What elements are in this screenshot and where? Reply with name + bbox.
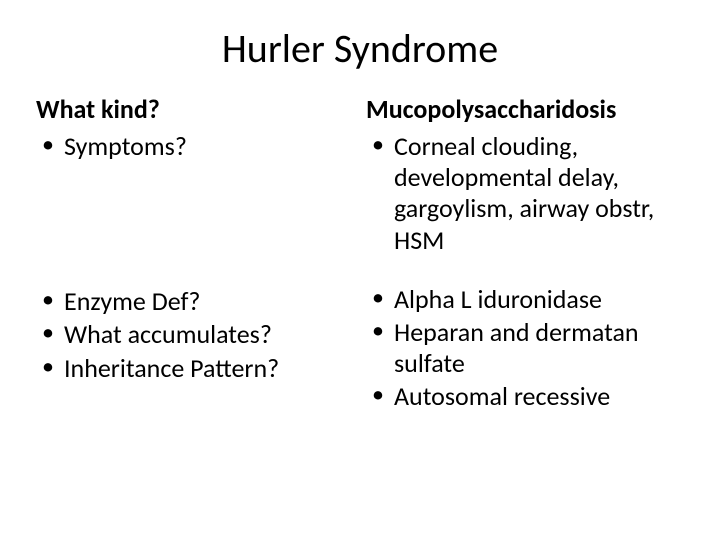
slide: Hurler Syndrome What kind? Symptoms? Enz… — [0, 0, 720, 540]
list-item: Enzyme Def? — [36, 286, 350, 317]
content-columns: What kind? Symptoms? Enzyme Def? What ac… — [0, 93, 720, 441]
left-column: What kind? Symptoms? Enzyme Def? What ac… — [36, 93, 360, 441]
list-item: Alpha L iduronidase — [366, 284, 684, 315]
list-item: Autosomal recessive — [366, 381, 684, 412]
right-heading: Mucopolysaccharidosis — [366, 93, 684, 125]
list-item: Corneal clouding, developmental delay, g… — [366, 131, 684, 256]
left-heading: What kind? — [36, 93, 350, 125]
list-item: Inheritance Pattern? — [36, 353, 350, 384]
right-column: Mucopolysaccharidosis Corneal clouding, … — [360, 93, 684, 441]
slide-title: Hurler Syndrome — [0, 0, 720, 93]
right-group-1: Corneal clouding, developmental delay, g… — [366, 131, 684, 256]
right-group-2: Alpha L iduronidase Heparan and dermatan… — [366, 284, 684, 413]
list-item: What accumulates? — [36, 319, 350, 350]
left-group-2: Enzyme Def? What accumulates? Inheritanc… — [36, 286, 350, 384]
left-group-1: Symptoms? — [36, 131, 350, 162]
list-item: Symptoms? — [36, 131, 350, 162]
list-item: Heparan and dermatan sulfate — [366, 317, 684, 379]
